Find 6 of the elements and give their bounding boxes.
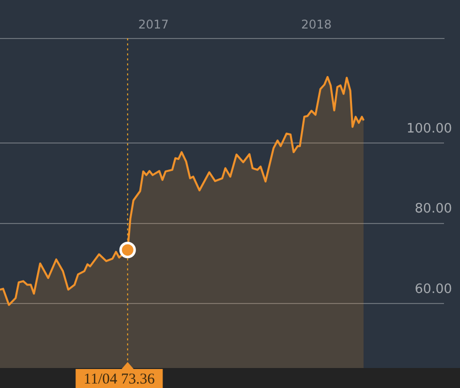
x-tick-label: 2017 (138, 17, 169, 32)
y-tick-label: 60.00 (414, 282, 452, 298)
text: 11/04 73.36 (84, 371, 156, 388)
y-tick-label: 80.00 (414, 202, 452, 217)
y-tick-label: 100.00 (406, 121, 452, 136)
x-tick-label: 2018 (301, 17, 332, 32)
